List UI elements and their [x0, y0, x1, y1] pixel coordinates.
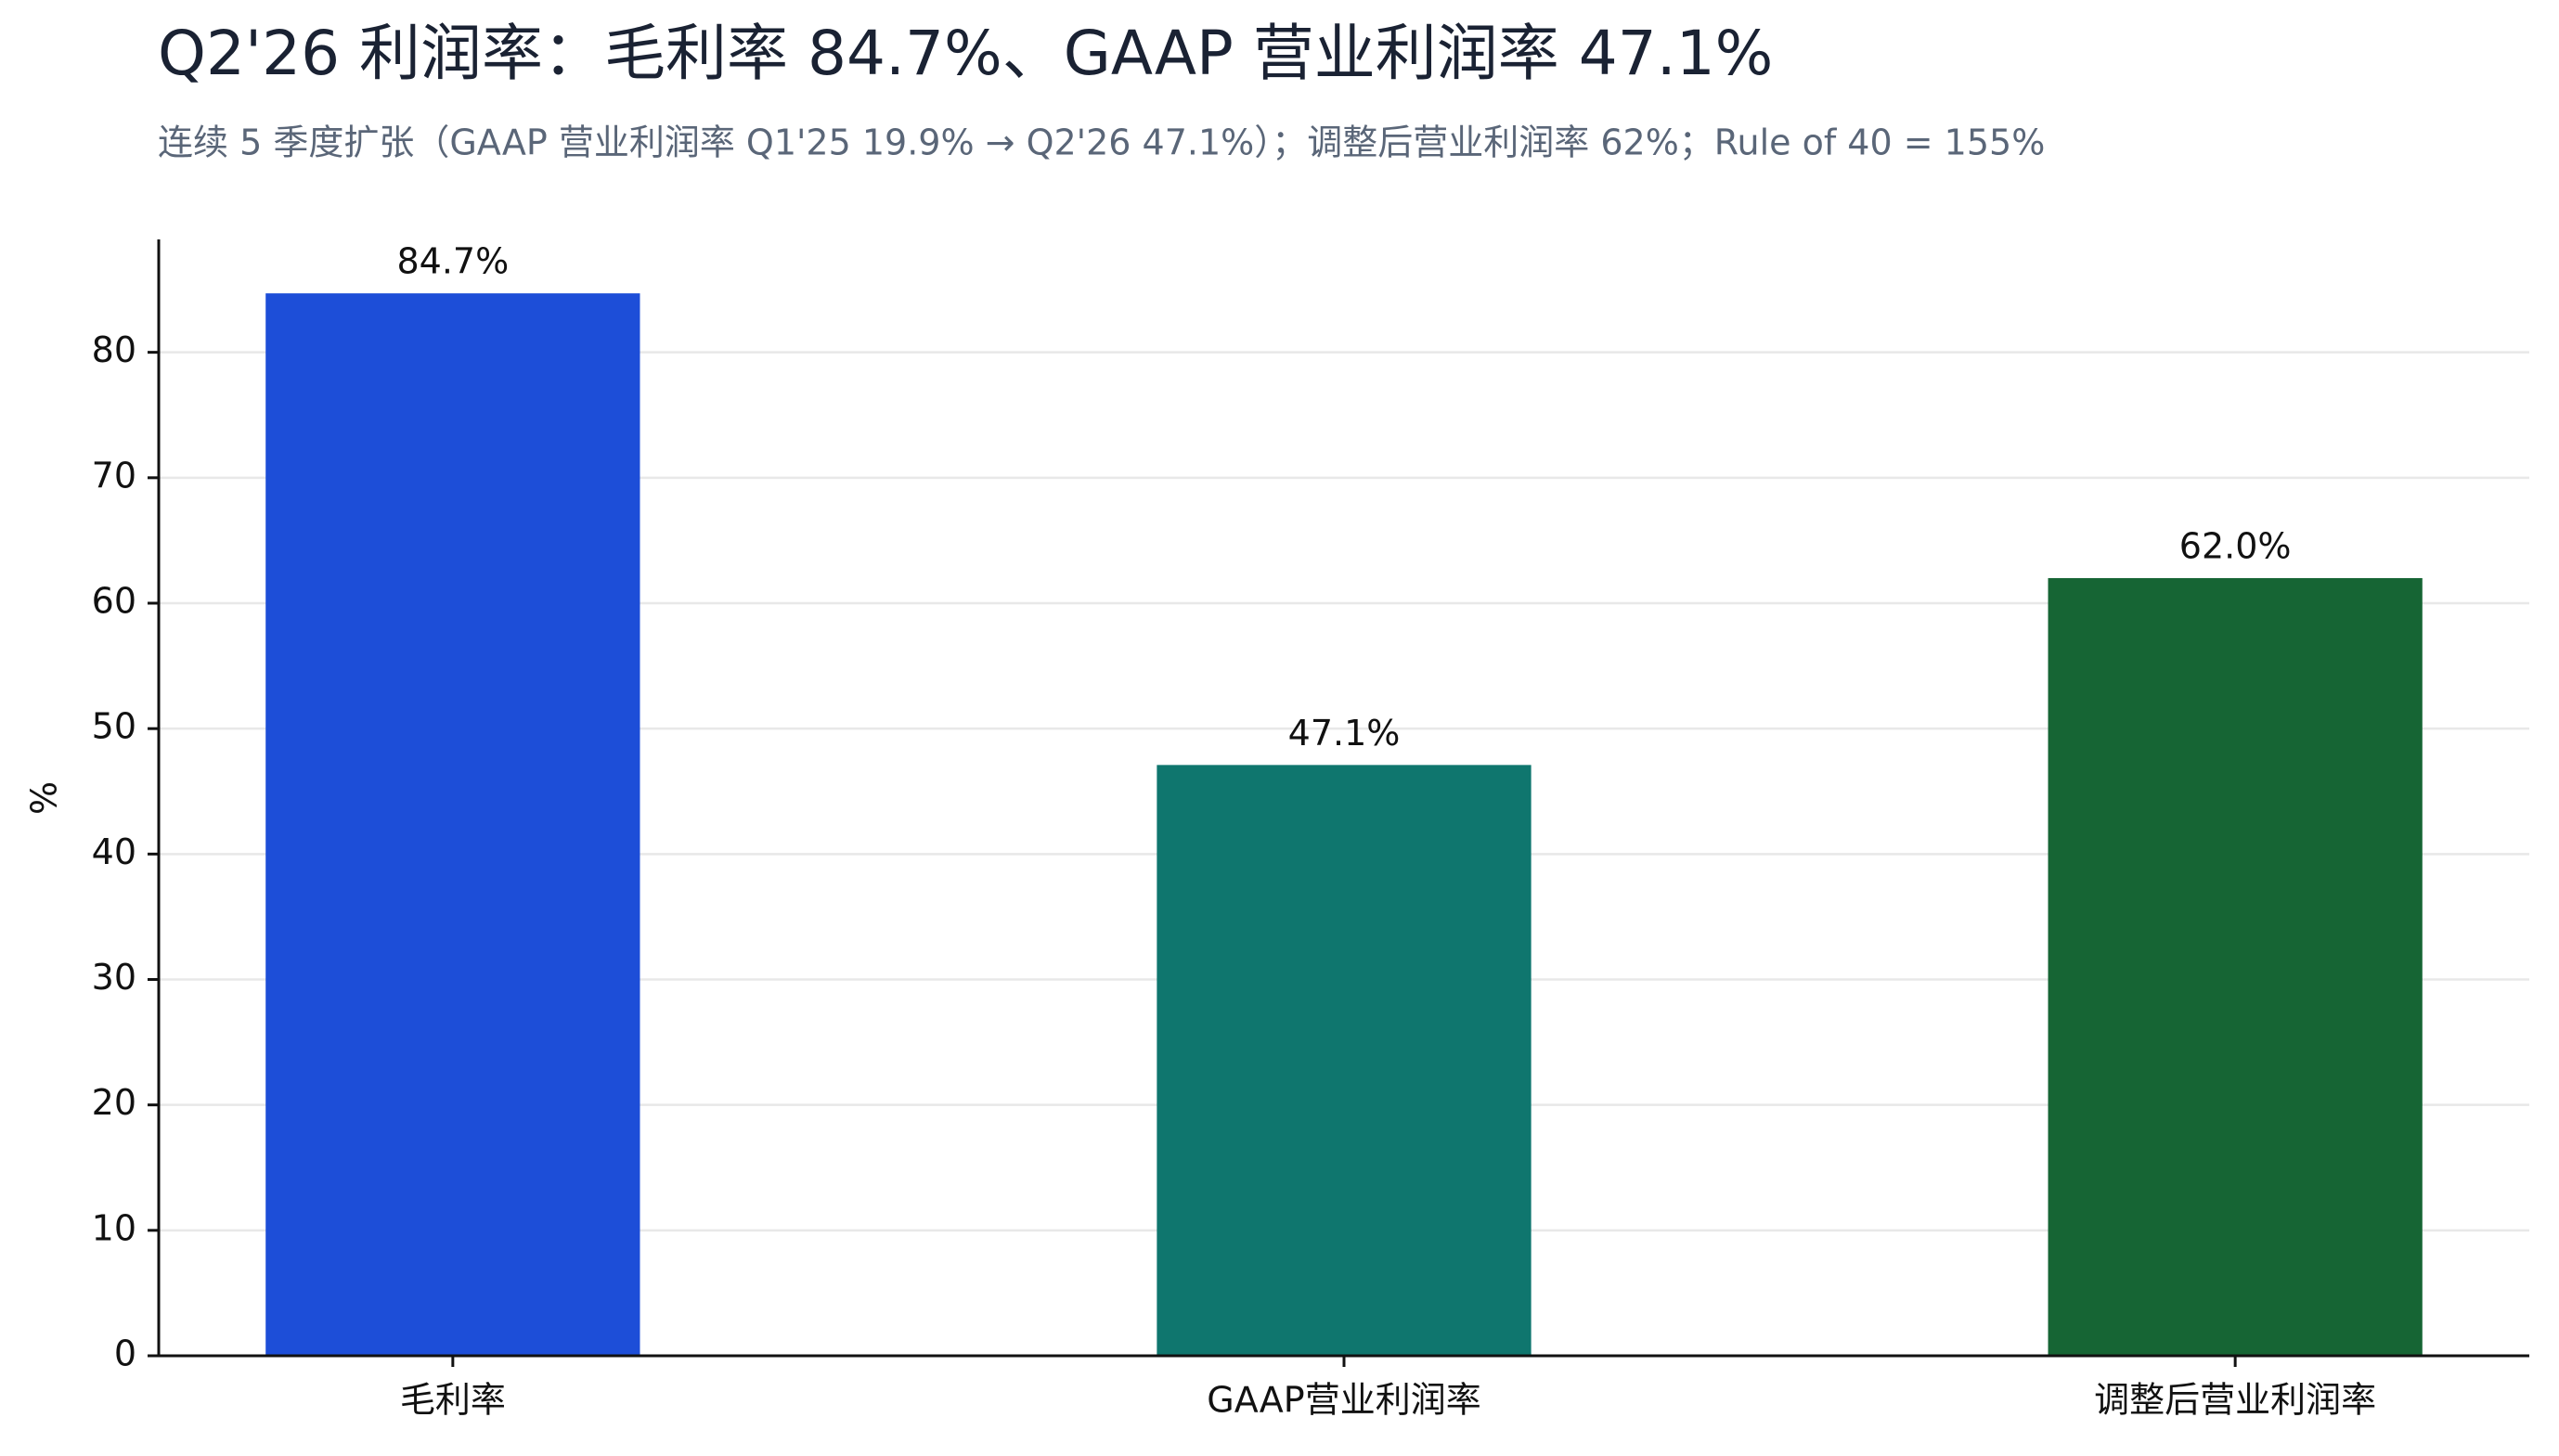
bar	[1157, 765, 1532, 1356]
y-tick-label: 80	[92, 329, 136, 370]
y-tick-label: 50	[92, 706, 136, 747]
y-tick-label: 60	[92, 580, 136, 621]
chart-subtitle: 连续 5 季度扩张（GAAP 营业利润率 Q1'25 19.9% → Q2'26…	[158, 122, 2045, 163]
y-axis-label: %	[24, 781, 65, 815]
bar	[2048, 577, 2423, 1356]
chart-title: Q2'26 利润率：毛利率 84.7%、GAAP 营业利润率 47.1%	[158, 18, 1773, 89]
bar	[265, 293, 640, 1357]
y-tick-label: 0	[114, 1334, 136, 1374]
y-tick-label: 20	[92, 1082, 136, 1123]
value-label: 47.1%	[1288, 713, 1401, 754]
value-label: 62.0%	[2179, 525, 2292, 566]
y-tick-label: 10	[92, 1207, 136, 1248]
x-tick-label: 调整后营业利润率	[2094, 1380, 2376, 1421]
y-tick-label: 40	[92, 831, 136, 872]
x-tick-label: 毛利率	[400, 1380, 506, 1421]
y-tick-label: 30	[92, 957, 136, 998]
value-label: 84.7%	[396, 241, 509, 282]
x-tick-label: GAAP营业利润率	[1207, 1380, 1480, 1421]
y-tick-label: 70	[92, 455, 136, 496]
